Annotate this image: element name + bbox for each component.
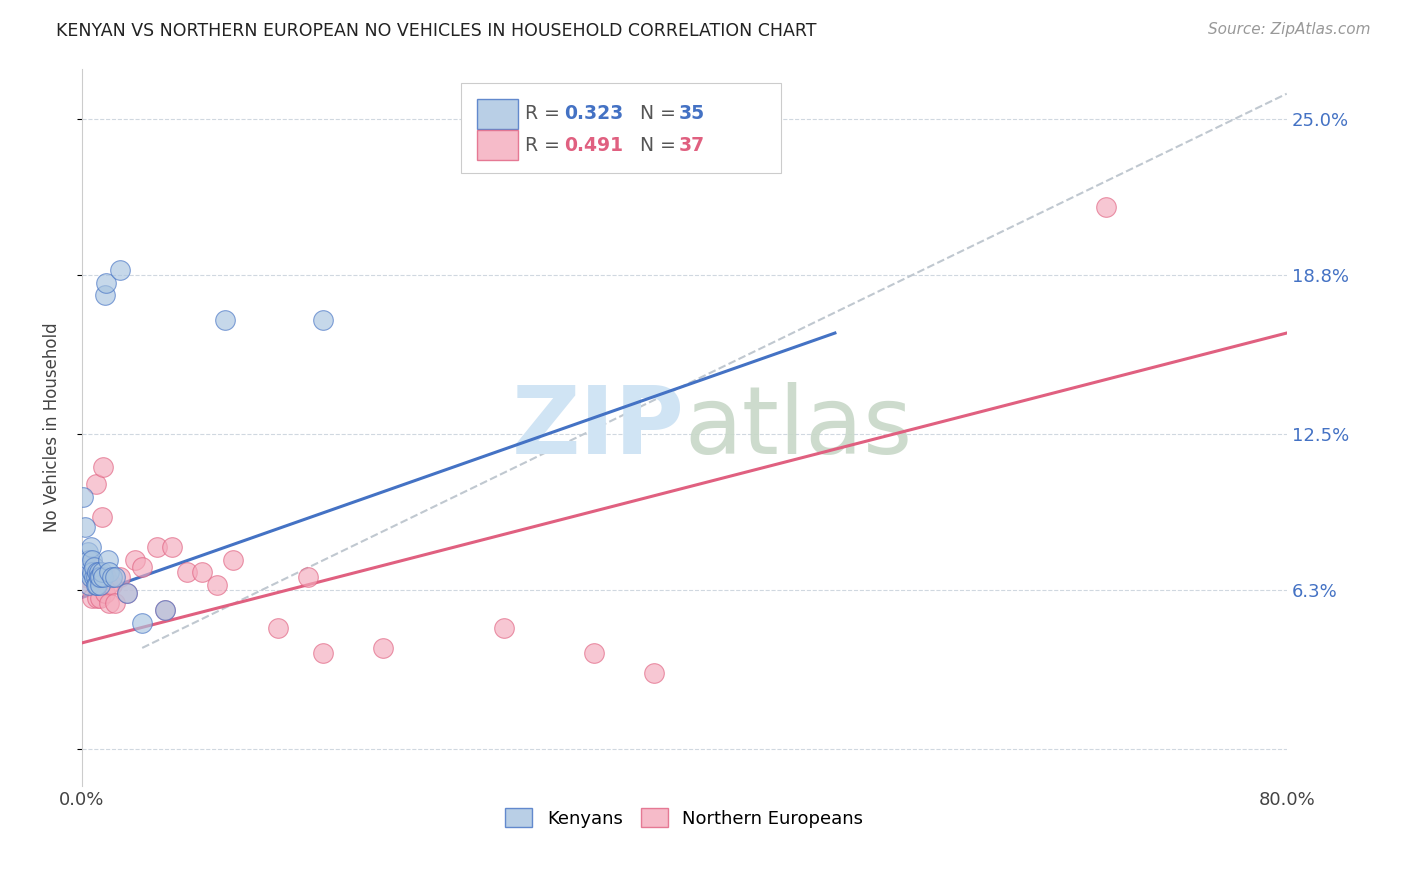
Kenyans — [73, 520, 96, 534]
Kenyans — [131, 615, 153, 630]
Text: N =: N = — [640, 136, 682, 155]
FancyBboxPatch shape — [461, 83, 780, 173]
Northern Europeans — [96, 578, 118, 592]
Kenyans — [87, 566, 110, 580]
Kenyans — [101, 570, 124, 584]
Northern Europeans — [73, 570, 96, 584]
Kenyans — [77, 566, 100, 580]
Text: 37: 37 — [678, 136, 704, 155]
Kenyans — [91, 570, 114, 584]
Northern Europeans — [82, 591, 104, 605]
Kenyans — [72, 490, 94, 504]
Text: 0.323: 0.323 — [564, 104, 623, 123]
Northern Europeans — [77, 560, 100, 574]
Kenyans — [84, 578, 107, 592]
Kenyans — [79, 578, 101, 592]
Northern Europeans — [94, 570, 117, 584]
Kenyans — [76, 560, 98, 574]
Kenyans — [89, 570, 111, 584]
Kenyans — [82, 566, 104, 580]
Northern Europeans — [1095, 200, 1118, 214]
Text: R =: R = — [526, 136, 567, 155]
Text: 0.491: 0.491 — [564, 136, 623, 155]
Northern Europeans — [87, 570, 110, 584]
Kenyans — [96, 553, 118, 567]
Northern Europeans — [98, 596, 121, 610]
Kenyans — [77, 545, 100, 559]
Northern Europeans — [221, 553, 243, 567]
Kenyans — [214, 313, 236, 327]
Kenyans — [104, 570, 127, 584]
FancyBboxPatch shape — [477, 130, 517, 161]
Northern Europeans — [89, 591, 111, 605]
Northern Europeans — [83, 560, 105, 574]
Northern Europeans — [90, 510, 112, 524]
Northern Europeans — [176, 566, 198, 580]
Kenyans — [90, 566, 112, 580]
Kenyans — [86, 566, 108, 580]
Kenyans — [93, 288, 115, 302]
Kenyans — [79, 553, 101, 567]
Text: N =: N = — [640, 104, 682, 123]
Kenyans — [80, 570, 103, 584]
FancyBboxPatch shape — [477, 99, 517, 128]
Northern Europeans — [104, 596, 127, 610]
Kenyans — [98, 566, 121, 580]
Text: ZIP: ZIP — [512, 382, 685, 474]
Kenyans — [94, 276, 117, 290]
Northern Europeans — [101, 578, 124, 592]
Northern Europeans — [86, 591, 108, 605]
Text: atlas: atlas — [685, 382, 912, 474]
Northern Europeans — [93, 585, 115, 599]
Northern Europeans — [108, 570, 131, 584]
Text: R =: R = — [526, 104, 567, 123]
Northern Europeans — [643, 666, 665, 681]
Northern Europeans — [146, 540, 169, 554]
Northern Europeans — [373, 640, 395, 655]
Northern Europeans — [115, 585, 138, 599]
Text: Source: ZipAtlas.com: Source: ZipAtlas.com — [1208, 22, 1371, 37]
Kenyans — [84, 570, 107, 584]
Northern Europeans — [84, 477, 107, 491]
Northern Europeans — [297, 570, 319, 584]
Northern Europeans — [191, 566, 214, 580]
Northern Europeans — [162, 540, 184, 554]
Kenyans — [153, 603, 176, 617]
Northern Europeans — [79, 578, 101, 592]
Kenyans — [115, 585, 138, 599]
Northern Europeans — [267, 621, 290, 635]
Northern Europeans — [312, 646, 335, 660]
Northern Europeans — [153, 603, 176, 617]
Northern Europeans — [91, 459, 114, 474]
Northern Europeans — [124, 553, 146, 567]
Kenyans — [108, 263, 131, 277]
Kenyans — [82, 553, 104, 567]
Legend: Kenyans, Northern Europeans: Kenyans, Northern Europeans — [498, 801, 870, 835]
Northern Europeans — [80, 570, 103, 584]
Northern Europeans — [492, 621, 515, 635]
Text: KENYAN VS NORTHERN EUROPEAN NO VEHICLES IN HOUSEHOLD CORRELATION CHART: KENYAN VS NORTHERN EUROPEAN NO VEHICLES … — [56, 22, 817, 40]
Kenyans — [87, 570, 110, 584]
Kenyans — [312, 313, 335, 327]
Kenyans — [83, 570, 105, 584]
Northern Europeans — [582, 646, 605, 660]
Kenyans — [83, 560, 105, 574]
Kenyans — [80, 540, 103, 554]
Northern Europeans — [207, 578, 229, 592]
Y-axis label: No Vehicles in Household: No Vehicles in Household — [44, 323, 60, 533]
Northern Europeans — [131, 560, 153, 574]
Text: 35: 35 — [678, 104, 704, 123]
Kenyans — [86, 578, 108, 592]
Kenyans — [89, 578, 111, 592]
